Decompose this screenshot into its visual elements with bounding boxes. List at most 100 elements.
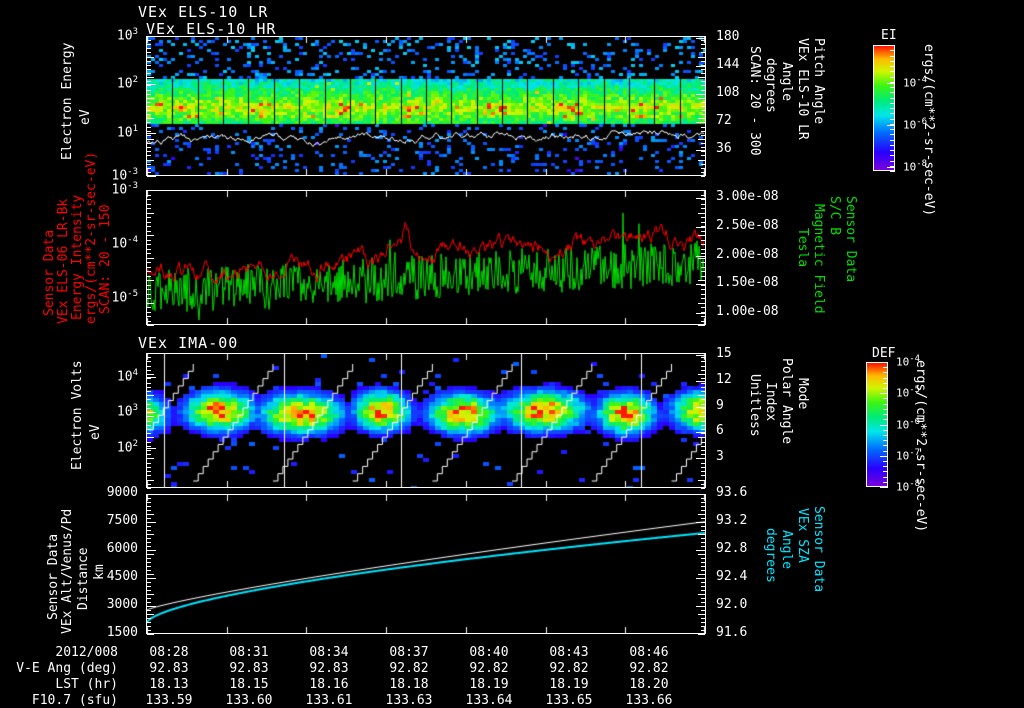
footer-cell-0-0: 08:28 (149, 645, 189, 660)
panel2-ylabel-line3: Energy Intensity (70, 194, 85, 320)
axis-minor-tick (147, 582, 151, 583)
colorbar1-minor-tick (890, 71, 895, 72)
colorbar1-minor-tick (890, 82, 895, 83)
colorbar1-minor-tick (890, 45, 895, 46)
footer-cell-1-0: 92.83 (149, 661, 189, 676)
axis-minor-tick (147, 57, 154, 58)
axis-minor-tick (147, 586, 151, 587)
axis-minor-tick (701, 366, 705, 367)
axis-minor-tick (147, 294, 151, 295)
axis-minor-tick (147, 73, 151, 74)
colorbar1-minor-tick (890, 129, 895, 130)
axis-minor-tick (147, 160, 154, 161)
axis-minor-tick (147, 44, 151, 45)
axis-minor-tick (147, 176, 151, 177)
panel4-right-tick-0: 93.6 (716, 485, 748, 500)
axis-minor-tick (701, 131, 705, 132)
axis-minor-tick (701, 454, 705, 455)
colorbar3-minor-tick (883, 378, 888, 379)
panel1-y2label-line1: Pitch Angle (811, 38, 826, 125)
colorbar3-tick-4: 10-8 (896, 479, 921, 494)
axis-minor-tick (147, 530, 151, 531)
axis-minor-tick (701, 383, 705, 384)
axis-minor-tick (701, 357, 705, 358)
axis-minor-tick (147, 526, 151, 527)
axis-minor-tick (147, 502, 151, 503)
axis-minor-tick (147, 190, 154, 191)
colorbar3-tick-3: 10-7 (896, 447, 921, 463)
axis-minor-tick (701, 391, 705, 392)
footer-cell-3-4: 133.64 (465, 693, 513, 708)
panel2-right-tick-1: 2.50e-08 (716, 217, 779, 233)
axis-minor-tick (147, 240, 151, 241)
panel3-right-tick-4: 3 (716, 449, 724, 465)
axis-minor-tick (147, 383, 151, 384)
axis-minor-tick (701, 52, 705, 53)
axis-minor-tick (147, 630, 151, 631)
axis-minor-tick (698, 554, 705, 555)
panel1-plot-area[interactable] (146, 36, 706, 176)
panel4-ylabel-line3: Distance (76, 547, 91, 610)
axis-minor-tick (701, 442, 705, 443)
axis-minor-tick (147, 122, 151, 123)
panel2-plot-area[interactable] (146, 190, 706, 325)
colorbar3-minor-tick (883, 372, 888, 373)
panel3-y2label-line1: Mode (795, 378, 810, 410)
axis-minor-tick (701, 498, 705, 499)
axis-minor-tick (147, 404, 151, 405)
colorbar3-tick-0: 10-4 (896, 354, 921, 369)
panel4-left-tick-3: 4500 (106, 569, 138, 584)
axis-minor-tick (147, 626, 151, 627)
axis-minor-tick (698, 514, 705, 515)
panel4-plot-area[interactable] (146, 494, 706, 634)
axis-minor-tick (701, 262, 705, 263)
axis-minor-tick (147, 433, 151, 434)
panel1-right-tickmark (696, 122, 705, 123)
footer-cell-0-1: 08:31 (229, 645, 269, 660)
axis-minor-tick (701, 106, 705, 107)
footer-cell-0-3: 08:37 (389, 645, 429, 660)
axis-minor-tick (147, 480, 154, 481)
axis-minor-tick (147, 408, 151, 409)
axis-minor-tick (147, 494, 154, 495)
panel3-plot-area[interactable] (146, 353, 706, 488)
axis-minor-tick (147, 562, 151, 563)
axis-minor-tick (701, 475, 705, 476)
axis-minor-tick (701, 114, 705, 115)
axis-minor-tick (701, 276, 705, 277)
axis-minor-tick (147, 312, 151, 313)
axis-minor-tick (147, 514, 154, 515)
footer-cell-1-1: 92.83 (229, 661, 269, 676)
panel2-y2label-line1: Sensor Data (843, 196, 858, 283)
axis-minor-tick (147, 127, 151, 128)
colorbar1-minor-tick (890, 108, 895, 109)
axis-minor-tick (147, 590, 151, 591)
axis-minor-tick (147, 412, 151, 413)
axis-minor-tick (698, 160, 705, 161)
axis-minor-tick (701, 450, 705, 451)
axis-minor-tick (147, 262, 151, 263)
panel4-right-tick-3: 92.4 (716, 569, 748, 584)
colorbar3-minor-tick (883, 419, 888, 420)
axis-minor-tick (698, 353, 705, 354)
axis-minor-tick (147, 391, 151, 392)
axis-minor-tick (147, 399, 151, 400)
axis-minor-tick (701, 321, 705, 322)
axis-minor-tick (147, 85, 151, 86)
axis-minor-tick (147, 98, 154, 99)
axis-minor-tick (147, 217, 151, 218)
panel4-ylabel-line4: km (92, 564, 107, 580)
panel4-left-tick-4: 3000 (106, 597, 138, 612)
colorbar1-minor-tick (890, 103, 895, 104)
axis-minor-tick (701, 484, 705, 485)
axis-minor-tick (147, 506, 151, 507)
footer-row-label-2: LST (hr) (55, 677, 118, 692)
panel1-y2label-line4: degrees (763, 58, 778, 113)
footer-cell-2-3: 18.18 (389, 677, 429, 692)
panel3-right-tick-1: 12 (716, 371, 732, 387)
panel3-right-tick-0: 15 (716, 346, 732, 361)
axis-minor-tick (701, 546, 705, 547)
axis-minor-tick (701, 471, 705, 472)
axis-minor-tick (147, 204, 151, 205)
colorbar3-minor-tick (883, 471, 888, 472)
